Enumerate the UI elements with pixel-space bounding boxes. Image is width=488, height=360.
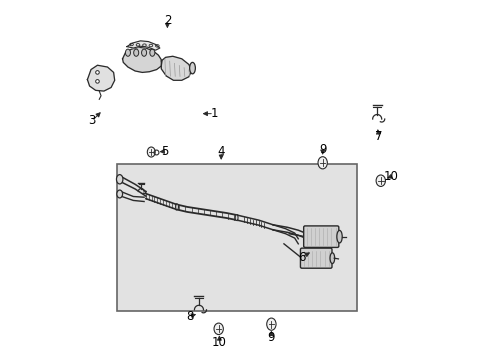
Polygon shape [161, 56, 191, 80]
Text: 6: 6 [298, 251, 305, 264]
Polygon shape [122, 47, 162, 72]
Text: 5: 5 [161, 145, 168, 158]
Ellipse shape [96, 71, 99, 74]
Text: 2: 2 [163, 14, 171, 27]
Polygon shape [87, 65, 115, 91]
Ellipse shape [125, 49, 130, 56]
Text: 10: 10 [211, 336, 226, 348]
Text: 4: 4 [217, 145, 224, 158]
FancyBboxPatch shape [303, 226, 338, 247]
Ellipse shape [149, 49, 155, 56]
Polygon shape [126, 41, 160, 50]
Text: 3: 3 [88, 114, 96, 127]
Ellipse shape [175, 204, 178, 210]
Text: 9: 9 [267, 331, 275, 344]
Ellipse shape [329, 253, 334, 264]
Ellipse shape [147, 147, 155, 157]
Text: 7: 7 [374, 130, 382, 144]
Bar [117, 164, 357, 311]
Ellipse shape [133, 49, 139, 56]
FancyBboxPatch shape [300, 248, 331, 268]
Ellipse shape [214, 323, 223, 334]
Ellipse shape [375, 175, 385, 186]
Ellipse shape [336, 230, 342, 243]
Ellipse shape [116, 175, 122, 184]
Ellipse shape [317, 157, 326, 169]
Ellipse shape [266, 318, 276, 330]
Text: 9: 9 [318, 143, 326, 156]
Ellipse shape [117, 190, 122, 198]
Text: 8: 8 [185, 310, 193, 323]
Ellipse shape [142, 49, 146, 56]
Ellipse shape [189, 62, 195, 74]
Ellipse shape [235, 215, 238, 221]
Ellipse shape [96, 80, 99, 83]
Text: 10: 10 [383, 170, 398, 183]
Text: 1: 1 [210, 107, 217, 120]
